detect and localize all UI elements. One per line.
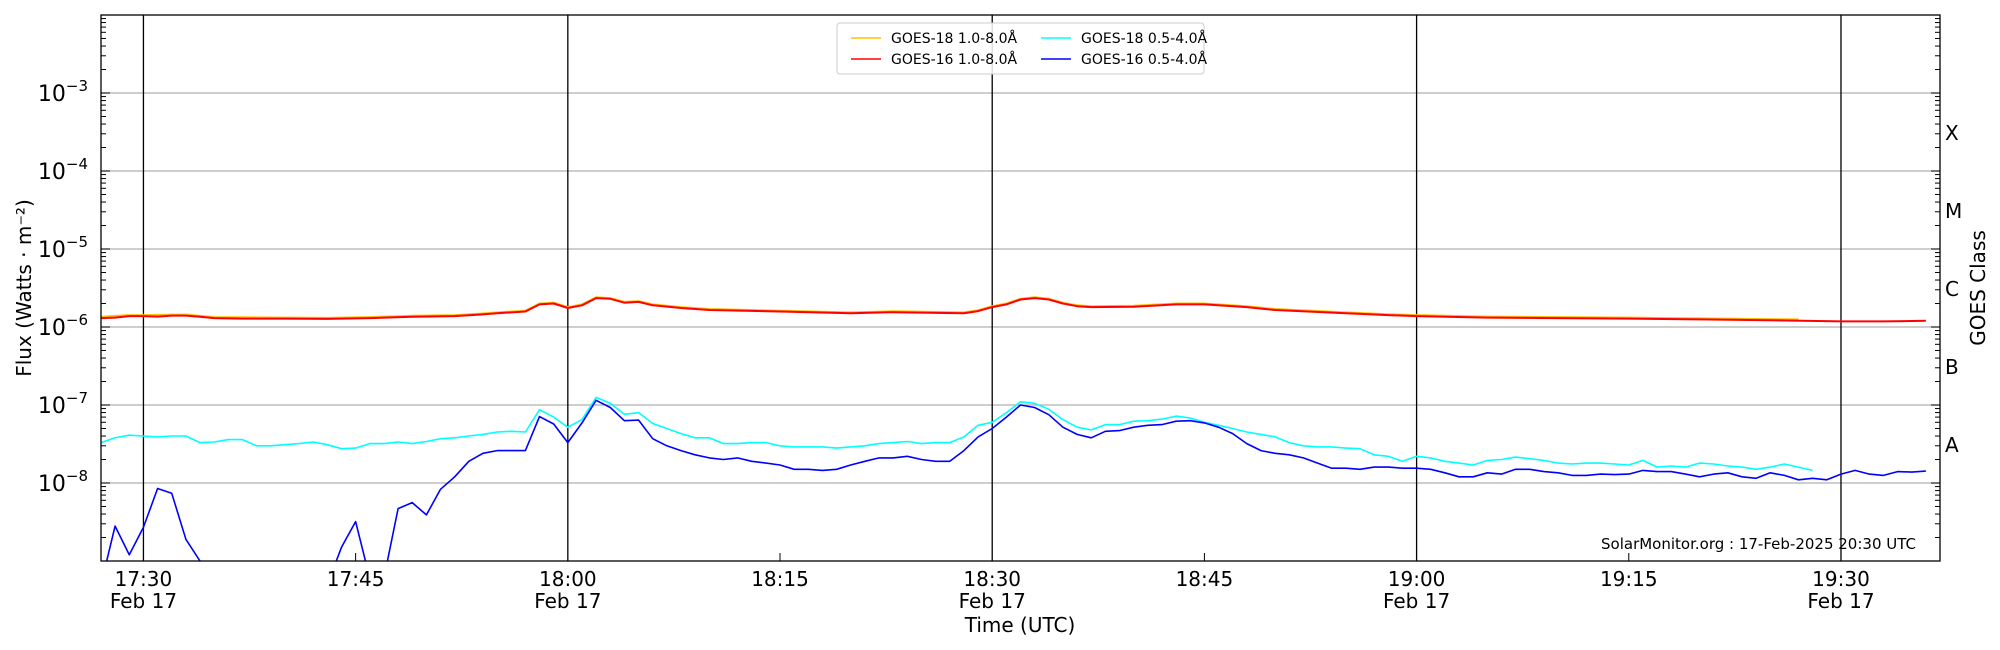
y-tick-exponent: −3 xyxy=(66,77,88,95)
y-tick-base: 10 xyxy=(38,472,66,497)
goes-class-label: A xyxy=(1945,433,1959,457)
x-tick-label: 18:30 xyxy=(963,567,1021,591)
x-tick-date: Feb 17 xyxy=(1383,589,1450,613)
goes-class-label: B xyxy=(1945,355,1959,379)
x-tick-label: 17:45 xyxy=(327,567,385,591)
y-axis-label: Flux (Watts · m⁻²) xyxy=(12,199,36,377)
x-axis-label: Time (UTC) xyxy=(964,613,1076,637)
axis-ticks xyxy=(101,18,1940,562)
legend-box xyxy=(836,22,1205,75)
x-tick-date: Feb 17 xyxy=(1807,589,1874,613)
y-tick-base: 10 xyxy=(38,316,66,341)
y-tick-label: 10−6 xyxy=(38,311,88,341)
x-tick-label: 18:00 xyxy=(539,567,597,591)
x-tick-label: 17:30 xyxy=(115,567,173,591)
legend-label: GOES-16 0.5-4.0Å xyxy=(1081,51,1207,68)
y-tick-label: 10−5 xyxy=(38,233,88,263)
goes-class-label: M xyxy=(1945,199,1962,223)
legend-label: GOES-18 0.5-4.0Å xyxy=(1081,30,1207,47)
grid xyxy=(101,92,1940,484)
x-tick-label: 18:15 xyxy=(751,567,809,591)
y-tick-exponent: −8 xyxy=(66,467,88,485)
x-tick-label: 19:00 xyxy=(1388,567,1446,591)
right-axis-label: GOES Class xyxy=(1966,230,1990,346)
series-line-goes-18-0-5-4-0- xyxy=(101,396,1813,472)
y-tick-base: 10 xyxy=(38,82,66,107)
x-tick-date: Feb 17 xyxy=(534,589,601,613)
watermark-annotation: SolarMonitor.org : 17-Feb-2025 20:30 UTC xyxy=(1601,535,1916,553)
legend-label: GOES-18 1.0-8.0Å xyxy=(891,30,1017,47)
y-tick-base: 10 xyxy=(38,394,66,419)
series-lines xyxy=(101,296,1926,561)
legend-label: GOES-16 1.0-8.0Å xyxy=(891,51,1017,68)
y-tick-label: 10−8 xyxy=(38,467,88,497)
y-tick-label: 10−4 xyxy=(38,155,88,185)
series-line-goes-16-1-0-8-0- xyxy=(101,297,1926,323)
series-line-goes-16-0-5-4-0- xyxy=(105,399,1926,561)
y-tick-label: 10−7 xyxy=(38,389,88,419)
x-tick-label: 19:15 xyxy=(1600,567,1658,591)
day-time-markers xyxy=(142,15,1842,561)
y-tick-base: 10 xyxy=(38,238,66,263)
plot-frame xyxy=(100,14,1941,562)
y-tick-exponent: −5 xyxy=(66,233,88,251)
series-line-goes-18-1-0-8-0- xyxy=(101,296,1799,321)
x-tick-date: Feb 17 xyxy=(110,589,177,613)
y-tick-base: 10 xyxy=(38,160,66,185)
x-tick-label: 18:45 xyxy=(1176,567,1234,591)
y-tick-exponent: −6 xyxy=(66,311,88,329)
x-tick-label: 19:30 xyxy=(1812,567,1870,591)
y-tick-exponent: −7 xyxy=(66,389,88,407)
goes-class-label: C xyxy=(1945,277,1959,301)
y-tick-exponent: −4 xyxy=(66,155,88,173)
goes-class-label: X xyxy=(1945,121,1959,145)
legend: GOES-18 1.0-8.0Å GOES-16 1.0-8.0Å GOES-18 … xyxy=(836,22,1207,75)
x-tick-date: Feb 17 xyxy=(959,589,1026,613)
y-tick-label: 10−3 xyxy=(38,77,88,107)
